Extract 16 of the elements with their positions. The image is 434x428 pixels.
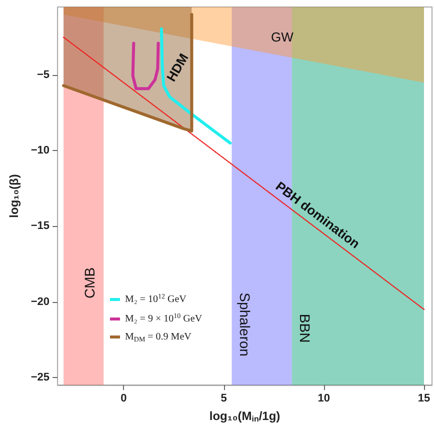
line-series — [131, 42, 160, 90]
line-series — [160, 27, 232, 145]
annotation: GW — [271, 30, 294, 45]
x-tick-label: 10 — [318, 392, 330, 404]
band-label: BBN — [296, 314, 313, 343]
band-label: CMB — [82, 267, 98, 299]
x-tick-label: 5 — [220, 392, 227, 404]
y-tick-label: −10 — [30, 144, 50, 157]
band-label: Sphaleron — [236, 292, 253, 356]
y-tick-label: −5 — [37, 69, 50, 82]
y-tick-label: −15 — [30, 220, 50, 232]
y-axis-title: log₁₀(β) — [7, 174, 21, 218]
y-tick-label: −25 — [30, 371, 50, 384]
x-tick-label: 15 — [418, 392, 430, 404]
x-tick-label: 0 — [120, 392, 127, 404]
y-tick-label: −20 — [30, 296, 50, 308]
